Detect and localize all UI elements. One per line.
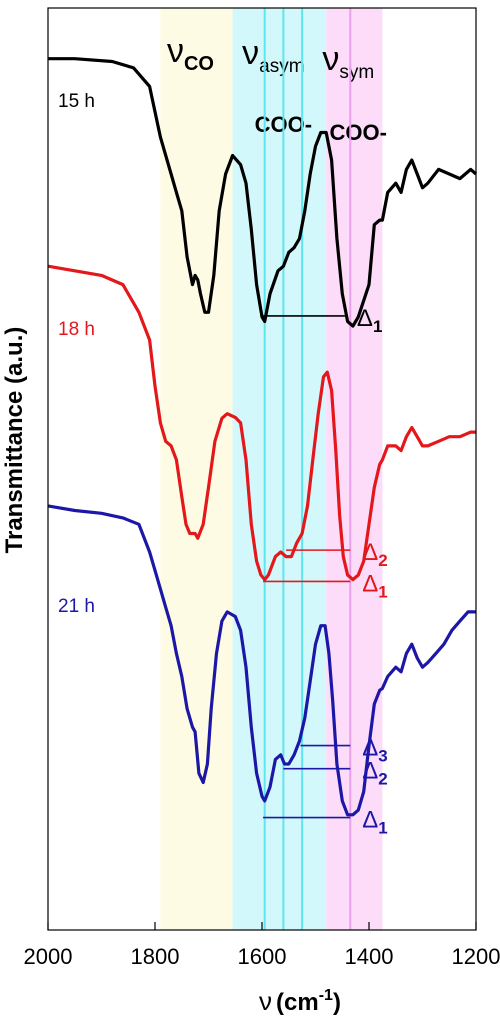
band-label-CO: νCO [167, 32, 214, 75]
x-axis-title-exponent: -1 [319, 987, 333, 1004]
x-axis-title-unit: (cm [276, 989, 319, 1016]
delta-symbol: Δ [362, 807, 378, 834]
series-label: 15 h [58, 91, 95, 112]
delta-label: Δ2 [362, 539, 388, 570]
series-line-21h [47, 504, 476, 817]
band-label-sym: νsym [322, 40, 374, 83]
delta-label: Δ1 [357, 305, 383, 336]
delta-label: Δ1 [362, 807, 388, 838]
band-symbol: ν [322, 40, 339, 78]
x-tick-label: 1400 [345, 944, 394, 969]
band-subscript: CO [184, 53, 214, 75]
band-sym [326, 8, 383, 930]
x-axis: 2000 1800 1600 1400 1200 [24, 922, 500, 969]
series-line-18h [47, 264, 476, 582]
delta-symbol: Δ [362, 758, 378, 785]
x-tick-label: 1800 [131, 944, 180, 969]
x-axis-title-unit-close: ) [333, 989, 341, 1016]
band-subscript: asym [259, 56, 304, 77]
delta-subscript: 1 [378, 582, 387, 601]
x-tick-label: 1600 [238, 944, 287, 969]
delta-subscript: 1 [373, 317, 382, 336]
delta-subscript: 2 [378, 770, 387, 789]
series-line-15h [48, 57, 478, 328]
band-CO [160, 8, 233, 930]
series-lines: 15 h 18 h 21 h [47, 57, 478, 817]
delta-symbol: Δ [362, 539, 378, 566]
delta-symbol: Δ [362, 570, 378, 597]
series-label: 21 h [58, 596, 95, 617]
band-symbol: ν [242, 34, 259, 72]
band-symbol: ν [167, 32, 184, 70]
band-second-line-sym: COO- [330, 120, 387, 145]
delta-subscript: 3 [378, 747, 387, 766]
delta-label: Δ3 [362, 735, 388, 766]
delta-label: Δ1 [362, 570, 388, 601]
x-axis-title-symbol: ν [259, 986, 272, 1016]
delta-symbol: Δ [362, 735, 378, 762]
marker-lines [263, 8, 352, 930]
x-tick-label: 1200 [452, 944, 500, 969]
delta-symbol: Δ [357, 305, 373, 332]
series-label: 18 h [58, 319, 95, 340]
x-axis-title: ν (cm-1) [259, 986, 341, 1016]
delta-subscript: 1 [378, 819, 387, 838]
delta-label: Δ2 [362, 758, 388, 789]
band-label-asym: νasym [242, 34, 304, 77]
band-subscript: sym [339, 62, 374, 83]
x-tick-label: 2000 [24, 944, 73, 969]
delta-subscript: 2 [378, 551, 387, 570]
y-axis-title: Transmittance (a.u.) [1, 327, 28, 554]
